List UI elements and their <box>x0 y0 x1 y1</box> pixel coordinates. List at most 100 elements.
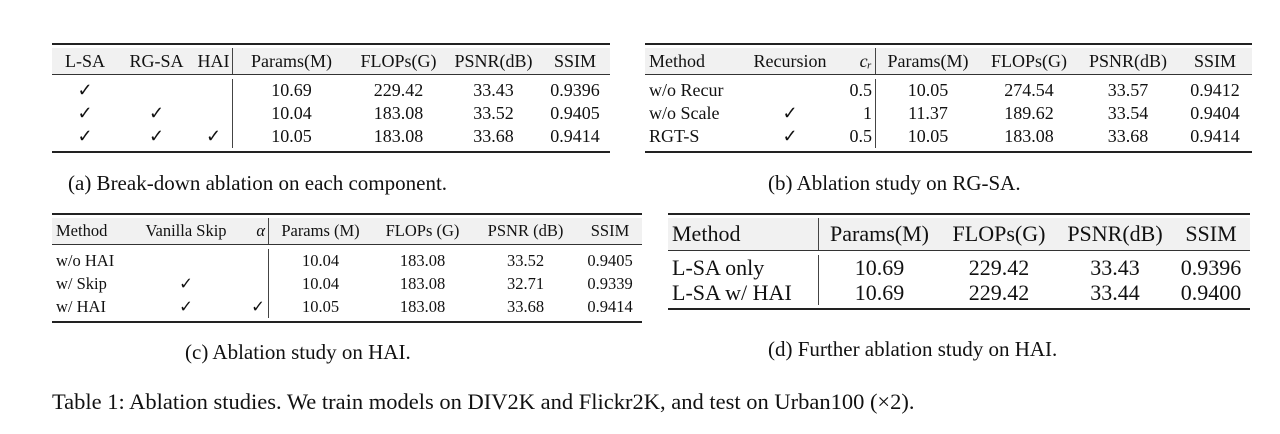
table-cell: 183.08 <box>399 251 446 270</box>
table-cell: 0.9396 <box>1180 255 1242 280</box>
table-row: RGT-S ✓ 0.5 10.05 183.08 33.68 0.9414 <box>645 125 1252 148</box>
table-cell <box>745 79 835 102</box>
table-row: w/ Skip ✓ 10.04 183.08 32.71 0.9339 <box>52 272 642 295</box>
table-cell: w/o Recur <box>649 80 724 100</box>
table-cell: 33.68 <box>1107 126 1149 146</box>
table-cell: 0.9414 <box>1190 126 1240 146</box>
table-cell: 229.42 <box>968 255 1030 280</box>
header-row: Method Params(M) FLOPs(G) PSNR(dB) SSIM <box>668 218 1250 251</box>
table-cell: w/o Scale <box>649 103 720 123</box>
column-header: L-SA <box>65 51 105 71</box>
table-cell: 10.05 <box>268 295 372 318</box>
table-cell: w/ Skip <box>56 274 107 293</box>
column-header: SSIM <box>1193 51 1237 71</box>
table-cell: 10.69 <box>232 79 350 102</box>
column-header: Params(M) <box>818 218 940 250</box>
table-cell: 0.5 <box>849 80 873 100</box>
table-cell: 183.08 <box>373 103 424 123</box>
table-cell: 11.37 <box>875 102 980 125</box>
column-header: Params(M) <box>232 48 350 74</box>
table-cell: 0.9405 <box>587 251 633 270</box>
table-cell: 229.42 <box>373 80 424 100</box>
table-cell: 33.44 <box>1090 280 1140 305</box>
table-cell: 10.05 <box>232 125 350 148</box>
table-cell: 0.9400 <box>1180 280 1242 305</box>
table-cell: 10.04 <box>268 272 372 295</box>
table-cell <box>237 249 268 272</box>
subtable-caption: (c) Ablation study on HAI. <box>185 340 411 364</box>
subtable-caption: (b) Ablation study on RG-SA. <box>768 171 1021 195</box>
table-cell: 183.08 <box>399 274 446 293</box>
table-d: Method Params(M) FLOPs(G) PSNR(dB) SSIM L-SA … <box>668 213 1250 310</box>
table-cell: ✓ <box>148 126 165 146</box>
column-header: Recursion <box>753 51 827 71</box>
table-cell: RGT-S <box>649 126 700 146</box>
table-cell: 10.69 <box>818 255 940 280</box>
table-caption: Table 1: Ablation studies. We train mode… <box>52 389 915 414</box>
table-body: ✓ 10.69 229.42 33.43 0.9396 ✓ ✓ 10.04 183.08 33.5… <box>52 79 610 151</box>
table-cell: 0.9396 <box>550 80 600 100</box>
table-cell: ✓ <box>179 297 193 316</box>
table-cell: 10.05 <box>875 79 980 102</box>
table-cell: 10.04 <box>268 249 372 272</box>
table-body: L-SA only 10.69 229.42 33.43 0.9396 L-SA w/ H… <box>668 255 1250 308</box>
table-cell <box>118 79 195 102</box>
table-cell: 33.52 <box>473 103 514 123</box>
table-cell: 0.9412 <box>1190 80 1240 100</box>
column-header: SSIM <box>553 51 597 71</box>
table-c: Method Vanilla Skip α Params (M) FLOPs (G) PS… <box>52 213 642 323</box>
table-cell: 33.52 <box>506 251 545 270</box>
table-cell: 189.62 <box>1004 103 1054 123</box>
table-cell: 33.68 <box>473 126 514 146</box>
table-cell: 33.43 <box>1090 255 1140 280</box>
table-cell: w/o HAI <box>56 251 115 270</box>
subtable-caption: (a) Break-down ablation on each componen… <box>68 171 448 195</box>
table-cell: 33.68 <box>506 297 545 316</box>
header-row: Method Recursion cᵣ Params(M) FLOPs(G) PSNR(d… <box>645 48 1252 75</box>
table-cell <box>195 102 232 125</box>
column-header: SSIM <box>590 221 630 240</box>
table-row: w/o HAI 10.04 183.08 33.52 0.9405 <box>52 249 642 272</box>
table-cell: ✓ <box>205 126 222 146</box>
table-cell: ✓ <box>179 274 193 293</box>
table-cell: ✓ <box>782 103 798 123</box>
column-header: cᵣ <box>859 51 872 71</box>
table-cell: ✓ <box>148 103 165 123</box>
table-cell: 0.9414 <box>587 297 633 316</box>
table-cell: 32.71 <box>506 274 545 293</box>
table-row: L-SA w/ HAI 10.69 229.42 33.44 0.9400 <box>668 280 1250 305</box>
column-header: HAI <box>197 51 230 71</box>
table-cell: 0.9405 <box>550 103 600 123</box>
column-header: Method <box>56 221 108 240</box>
table-cell: w/ HAI <box>56 297 106 316</box>
table-cell <box>135 249 237 272</box>
table-cell: 0.9414 <box>550 126 600 146</box>
table-cell: 229.42 <box>968 280 1030 305</box>
subtable-caption: (d) Further ablation study on HAI. <box>768 337 1058 361</box>
table-cell: ✓ <box>251 297 265 316</box>
column-header: PSNR(dB) <box>454 51 533 71</box>
column-header: α <box>256 221 265 240</box>
column-header: PSNR(dB) <box>1088 51 1168 71</box>
header-row: Method Vanilla Skip α Params (M) FLOPs (G) PS… <box>52 218 642 245</box>
column-header: FLOPs(G) <box>952 221 1046 246</box>
table-cell: 33.57 <box>1107 80 1149 100</box>
table-cell: 0.9404 <box>1190 103 1240 123</box>
table-cell: 183.08 <box>399 297 446 316</box>
table-cell: L-SA only <box>672 255 765 280</box>
table-a: L-SA RG-SA HAI Params(M) FLOPs(G) PSNR(dB) SSI… <box>52 43 610 153</box>
table-cell: 183.08 <box>373 126 424 146</box>
table-row: w/o Scale ✓ 1 11.37 189.62 33.54 0.9404 <box>645 102 1252 125</box>
table-cell: 274.54 <box>1004 80 1054 100</box>
table-cell: L-SA w/ HAI <box>672 280 792 305</box>
table-cell: 1 <box>863 103 872 123</box>
table-row: w/o Recur 0.5 10.05 274.54 33.57 0.9412 <box>645 79 1252 102</box>
table-body: w/o HAI 10.04 183.08 33.52 0.9405 w/ Skip ✓ 10.… <box>52 249 642 321</box>
column-header: FLOPs(G) <box>990 51 1067 71</box>
table-cell: 33.54 <box>1107 103 1149 123</box>
table-row: L-SA only 10.69 229.42 33.43 0.9396 <box>668 255 1250 280</box>
column-header: Method <box>672 221 741 246</box>
table-row: w/ HAI ✓ ✓ 10.05 183.08 33.68 0.9414 <box>52 295 642 318</box>
table-cell: 10.69 <box>818 280 940 305</box>
column-header: Params (M) <box>268 218 372 244</box>
